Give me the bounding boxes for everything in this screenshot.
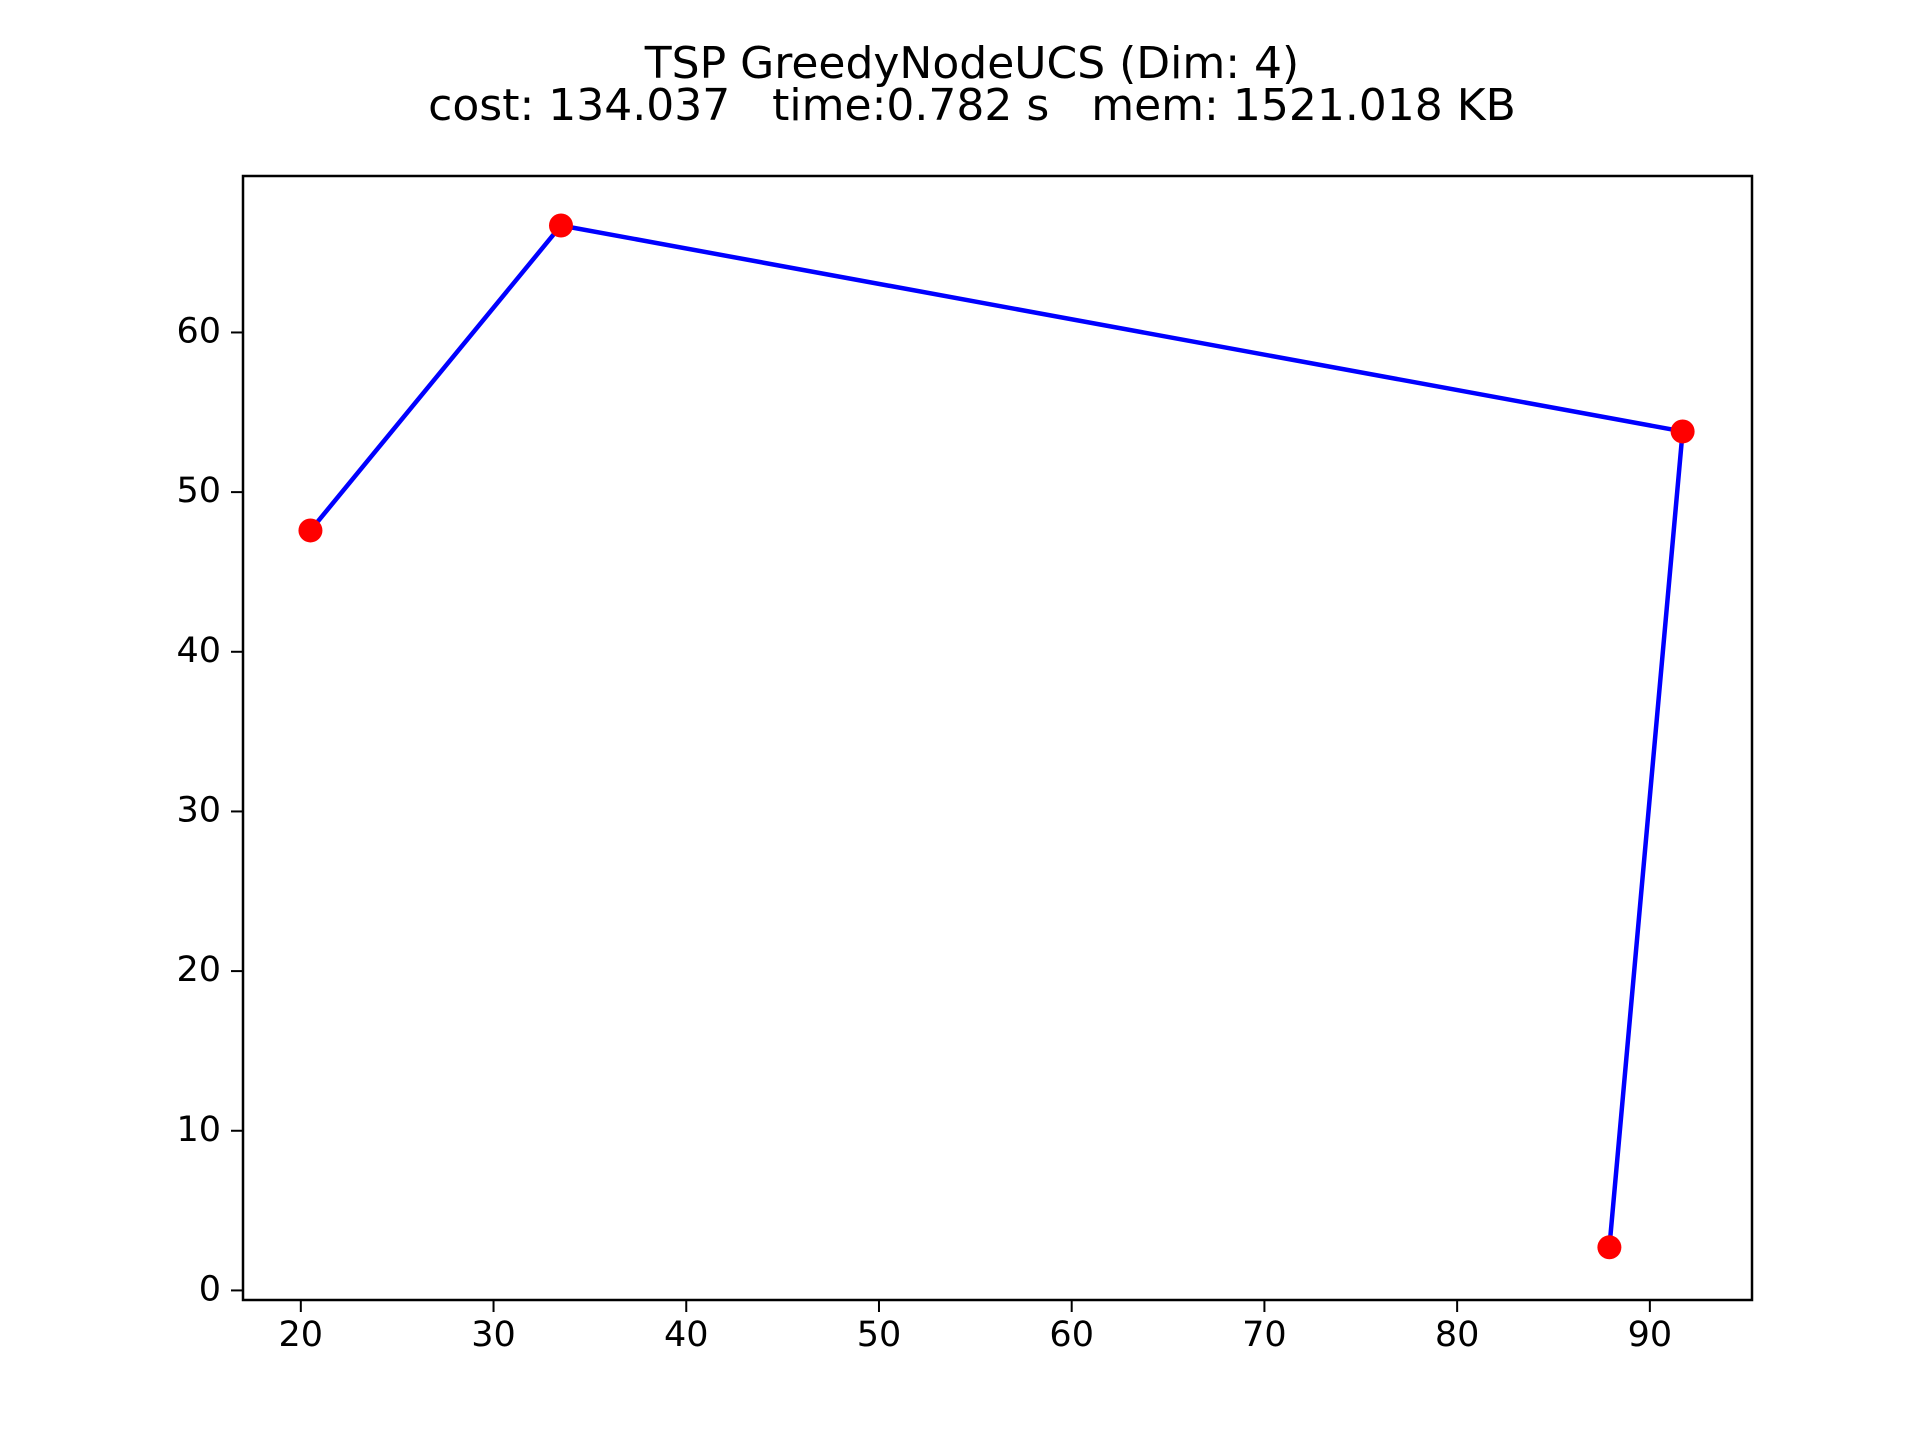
y-tick-label-50: 50 (176, 471, 221, 511)
x-tick-label-30: 30 (471, 1315, 516, 1355)
chart-title: TSP GreedyNodeUCS (Dim: 4) (644, 38, 1299, 89)
plot-area (298, 213, 1695, 1260)
y-tick-label-60: 60 (176, 311, 221, 351)
axes-frame (241, 174, 1754, 1302)
x-tick-label-40: 40 (664, 1315, 709, 1355)
x-tick-label-50: 50 (857, 1315, 902, 1355)
y-tick-label-10: 10 (176, 1110, 221, 1150)
y-tick-label-20: 20 (176, 950, 221, 990)
x-tick-label-80: 80 (1435, 1315, 1480, 1355)
x-tick-label-20: 20 (279, 1315, 324, 1355)
city-point-4 (1597, 1235, 1622, 1260)
city-point-1 (298, 518, 323, 543)
city-point-3 (1670, 419, 1695, 444)
city-point-2 (548, 213, 573, 238)
y-tick-label-40: 40 (176, 631, 221, 671)
axes: 20 30 40 50 60 70 80 90 0 10 20 30 40 50 60 (176, 174, 1754, 1355)
route-line (308, 223, 1685, 1248)
y-tick-label-0: 0 (199, 1269, 221, 1309)
chart-subtitle: cost: 134.037 time:0.782 s mem: 1521.018… (428, 80, 1516, 131)
y-tick-label-30: 30 (176, 790, 221, 830)
x-tick-label-90: 90 (1628, 1315, 1673, 1355)
x-tick-label-70: 70 (1242, 1315, 1287, 1355)
x-tick-label-60: 60 (1049, 1315, 1094, 1355)
